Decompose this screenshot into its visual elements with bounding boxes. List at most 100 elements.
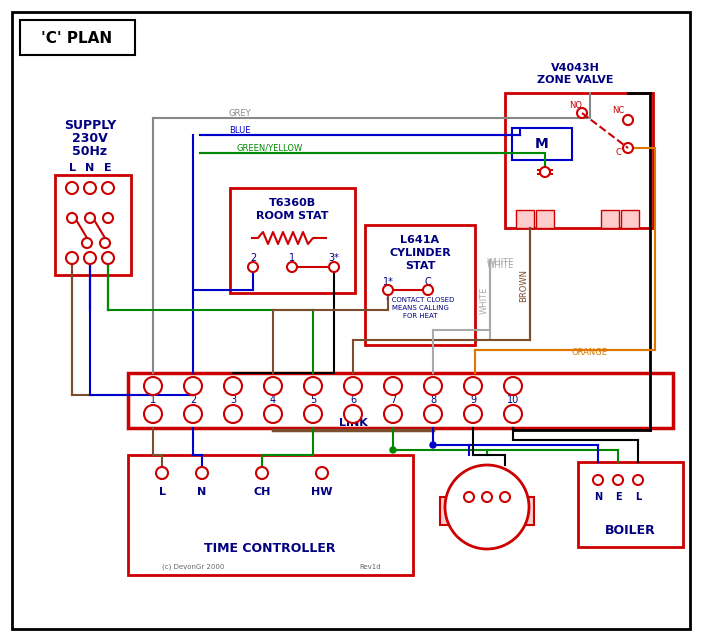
Text: CH: CH — [253, 487, 271, 497]
Circle shape — [445, 465, 529, 549]
Text: PUMP: PUMP — [467, 531, 508, 544]
Text: NO: NO — [569, 101, 583, 110]
Circle shape — [329, 262, 339, 272]
Circle shape — [144, 405, 162, 423]
Circle shape — [287, 262, 297, 272]
Circle shape — [464, 492, 474, 502]
Circle shape — [224, 377, 242, 395]
Circle shape — [156, 467, 168, 479]
Circle shape — [184, 377, 202, 395]
FancyBboxPatch shape — [601, 210, 619, 228]
Circle shape — [85, 213, 95, 223]
Circle shape — [593, 475, 603, 485]
Circle shape — [482, 492, 492, 502]
FancyBboxPatch shape — [536, 210, 554, 228]
Text: CYLINDER: CYLINDER — [389, 248, 451, 258]
FancyBboxPatch shape — [12, 12, 690, 629]
Text: 4: 4 — [270, 395, 276, 405]
Circle shape — [424, 405, 442, 423]
Text: WHITE: WHITE — [479, 287, 489, 313]
Text: SUPPLY: SUPPLY — [64, 119, 116, 131]
Text: 230V: 230V — [72, 131, 108, 144]
Text: LINK: LINK — [338, 418, 367, 428]
Text: MEANS CALLING: MEANS CALLING — [392, 305, 449, 311]
Circle shape — [304, 377, 322, 395]
Text: 2: 2 — [190, 395, 196, 405]
Text: 3: 3 — [230, 395, 236, 405]
Text: BLUE: BLUE — [230, 126, 251, 135]
Circle shape — [383, 285, 393, 295]
FancyBboxPatch shape — [516, 210, 534, 228]
Text: 5: 5 — [310, 395, 316, 405]
Circle shape — [264, 405, 282, 423]
Text: ORANGE: ORANGE — [572, 347, 608, 356]
Circle shape — [633, 475, 643, 485]
Text: BOILER: BOILER — [604, 524, 656, 537]
Text: V4043H: V4043H — [550, 63, 600, 73]
Circle shape — [384, 405, 402, 423]
Text: 7: 7 — [390, 395, 396, 405]
Circle shape — [344, 377, 362, 395]
Circle shape — [264, 377, 282, 395]
Circle shape — [316, 467, 328, 479]
Text: M: M — [535, 137, 549, 151]
Circle shape — [423, 285, 433, 295]
FancyBboxPatch shape — [516, 497, 534, 525]
Text: 50Hz: 50Hz — [72, 144, 107, 158]
FancyBboxPatch shape — [128, 373, 673, 428]
Circle shape — [613, 475, 623, 485]
Text: N: N — [465, 508, 473, 518]
Text: HW: HW — [311, 487, 333, 497]
FancyBboxPatch shape — [230, 188, 355, 293]
Text: N: N — [594, 492, 602, 502]
Text: 6: 6 — [350, 395, 356, 405]
FancyBboxPatch shape — [505, 93, 653, 228]
Text: (c) DevonGr 2000: (c) DevonGr 2000 — [162, 563, 225, 570]
Circle shape — [84, 182, 96, 194]
Text: WHITE: WHITE — [486, 258, 514, 267]
Circle shape — [102, 182, 114, 194]
Text: BROWN: BROWN — [519, 269, 529, 301]
Text: N: N — [197, 487, 206, 497]
Text: 2: 2 — [250, 253, 256, 263]
Circle shape — [84, 252, 96, 264]
Circle shape — [500, 492, 510, 502]
Circle shape — [623, 143, 633, 153]
FancyBboxPatch shape — [128, 455, 413, 575]
Text: L: L — [635, 492, 641, 502]
Circle shape — [424, 377, 442, 395]
Circle shape — [390, 447, 396, 453]
Text: ROOM STAT: ROOM STAT — [256, 211, 329, 221]
Circle shape — [100, 238, 110, 248]
Circle shape — [184, 405, 202, 423]
Circle shape — [256, 467, 268, 479]
Text: C: C — [615, 147, 621, 156]
Circle shape — [304, 405, 322, 423]
Text: * CONTACT CLOSED: * CONTACT CLOSED — [386, 297, 454, 303]
Text: 8: 8 — [430, 395, 436, 405]
Text: ZONE VALVE: ZONE VALVE — [537, 75, 614, 85]
Circle shape — [430, 442, 436, 448]
Text: TIME CONTROLLER: TIME CONTROLLER — [204, 542, 336, 554]
Text: GREY: GREY — [229, 108, 251, 117]
Text: 1: 1 — [289, 253, 295, 263]
Circle shape — [464, 405, 482, 423]
Circle shape — [82, 238, 92, 248]
Text: E: E — [615, 492, 621, 502]
FancyBboxPatch shape — [512, 128, 572, 160]
Text: STAT: STAT — [405, 261, 435, 271]
FancyBboxPatch shape — [20, 20, 135, 55]
FancyBboxPatch shape — [578, 462, 683, 547]
Text: 10: 10 — [507, 395, 519, 405]
FancyBboxPatch shape — [621, 210, 639, 228]
Circle shape — [224, 405, 242, 423]
Text: 1*: 1* — [383, 277, 393, 287]
Circle shape — [103, 213, 113, 223]
Text: N: N — [86, 163, 95, 173]
Text: L: L — [502, 508, 508, 518]
Circle shape — [540, 167, 550, 177]
Circle shape — [344, 405, 362, 423]
Text: FOR HEAT: FOR HEAT — [403, 313, 437, 319]
Circle shape — [66, 252, 78, 264]
Text: L: L — [69, 163, 76, 173]
